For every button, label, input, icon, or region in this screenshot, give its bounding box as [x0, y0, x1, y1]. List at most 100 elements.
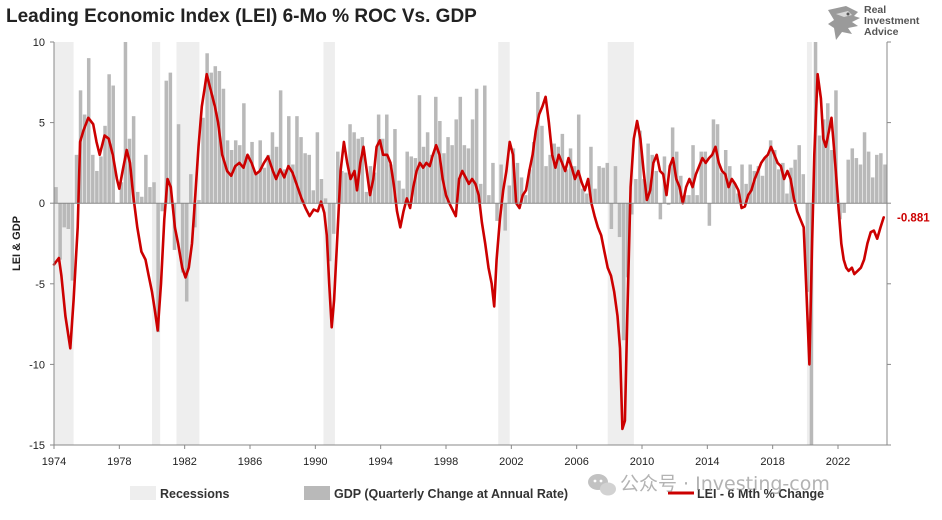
gdp-bar — [744, 183, 748, 204]
gdp-bar — [405, 151, 409, 204]
gdp-bar — [503, 203, 507, 231]
gdp-bar — [131, 116, 136, 204]
gdp-bar — [58, 203, 62, 260]
gdp-bar — [670, 127, 675, 204]
gdp-bar — [785, 193, 789, 204]
gdp-bar — [254, 174, 258, 204]
gdp-bar — [262, 167, 267, 204]
gdp-bar — [360, 137, 365, 204]
gdp-bar — [303, 153, 307, 204]
gdp-bar — [135, 191, 140, 204]
x-tick-label: 2010 — [630, 456, 654, 468]
gdp-bar — [164, 80, 169, 204]
gdp-bar — [478, 183, 483, 204]
x-tick-label: 1978 — [107, 456, 131, 468]
gdp-bar — [638, 130, 642, 204]
gdp-bar — [707, 203, 712, 226]
gdp-bar — [830, 150, 834, 204]
gdp-bar — [646, 143, 650, 204]
gdp-bar — [621, 203, 626, 341]
legend-lei-label: LEI - 6 Mth % Change — [697, 487, 824, 501]
gdp-bar — [858, 164, 863, 204]
gdp-bar — [425, 132, 430, 204]
legend-gdp-label: GDP (Quarterly Change at Annual Rate) — [334, 487, 568, 501]
gdp-bar — [340, 170, 344, 204]
y-tick-label: 10 — [33, 37, 45, 49]
gdp-bar — [238, 145, 242, 204]
gdp-bar — [691, 145, 695, 204]
gdp-bar — [519, 177, 524, 204]
gdp-bar — [817, 135, 822, 204]
y-tick-label: -5 — [35, 279, 45, 291]
logo-line-1: Real — [864, 4, 887, 16]
gdp-bar — [715, 124, 720, 204]
y-tick-label: 0 — [39, 198, 45, 210]
recession-band — [806, 42, 812, 445]
chart-labels: 10 5 0 -5 -10 -15 1974 1978 1982 1986 1990 1994 1998… — [11, 37, 930, 468]
recession-band — [498, 42, 510, 445]
gdp-bar — [523, 195, 528, 204]
gdp-bar — [768, 140, 773, 204]
gdp-bar — [572, 166, 577, 204]
gdp-bar — [201, 117, 205, 204]
gdp-bar — [703, 151, 708, 204]
gdp-bar — [617, 203, 622, 238]
gdp-bar — [883, 164, 887, 204]
gdp-bar — [180, 203, 185, 273]
gdp-bar — [593, 188, 597, 204]
gdp-bar — [601, 167, 605, 204]
gdp-bar — [544, 166, 548, 204]
gdp-bar — [487, 195, 491, 204]
gdp-bar — [152, 182, 156, 204]
gdp-bar — [491, 162, 495, 204]
watermark: 公众号 · Investing-com — [588, 473, 830, 496]
gdp-bar — [875, 154, 879, 204]
gdp-bar — [70, 203, 75, 281]
gdp-bar — [752, 170, 757, 204]
gdp-bar — [777, 169, 781, 204]
gdp-bar — [699, 151, 703, 204]
gdp-bar — [376, 114, 381, 204]
gdp-bar — [372, 172, 377, 204]
gdp-bar — [634, 179, 638, 204]
legend-recessions-swatch — [130, 486, 156, 500]
wechat-icon — [588, 474, 616, 496]
legend-recessions-label: Recessions — [160, 487, 230, 501]
gdp-bar — [597, 166, 601, 204]
gdp-bar — [536, 91, 540, 204]
gdp-bar — [54, 187, 58, 204]
last-value-label: -0.881 — [897, 212, 930, 224]
gdp-bar — [458, 96, 463, 204]
gdp-bar — [266, 154, 271, 204]
gdp-bar — [609, 203, 614, 229]
gdp-bar — [221, 88, 226, 204]
gdp-bar — [793, 159, 797, 204]
gdp-bar — [446, 137, 450, 204]
gdp-bar — [797, 145, 801, 204]
gdp-bar — [862, 132, 867, 204]
gdp-bar — [380, 138, 385, 204]
gdp-bar — [515, 162, 520, 204]
gdp-bar — [66, 203, 71, 229]
gdp-bar — [123, 42, 128, 204]
logo-line-2: Investment — [864, 15, 920, 27]
gdp-bar — [389, 164, 393, 204]
gdp-bar — [91, 154, 95, 204]
gdp-bar — [470, 119, 475, 204]
gdp-bar — [140, 196, 144, 204]
gdp-bar — [711, 119, 716, 204]
gdp-bar — [82, 114, 87, 204]
y-tick-label: 5 — [39, 118, 45, 130]
gdp-bar — [821, 119, 826, 204]
gdp-bar — [409, 156, 414, 204]
gdp-bar — [764, 156, 769, 204]
x-tick-label: 1982 — [172, 456, 196, 468]
gdp-bar — [495, 203, 499, 221]
x-tick-label: 2002 — [499, 456, 523, 468]
x-tick-label: 1998 — [434, 456, 458, 468]
gdp-bar — [176, 124, 181, 204]
gdp-bar — [242, 103, 246, 204]
gdp-bar — [156, 203, 160, 333]
gdp-bar — [209, 72, 213, 204]
gdp-bar — [385, 114, 389, 204]
